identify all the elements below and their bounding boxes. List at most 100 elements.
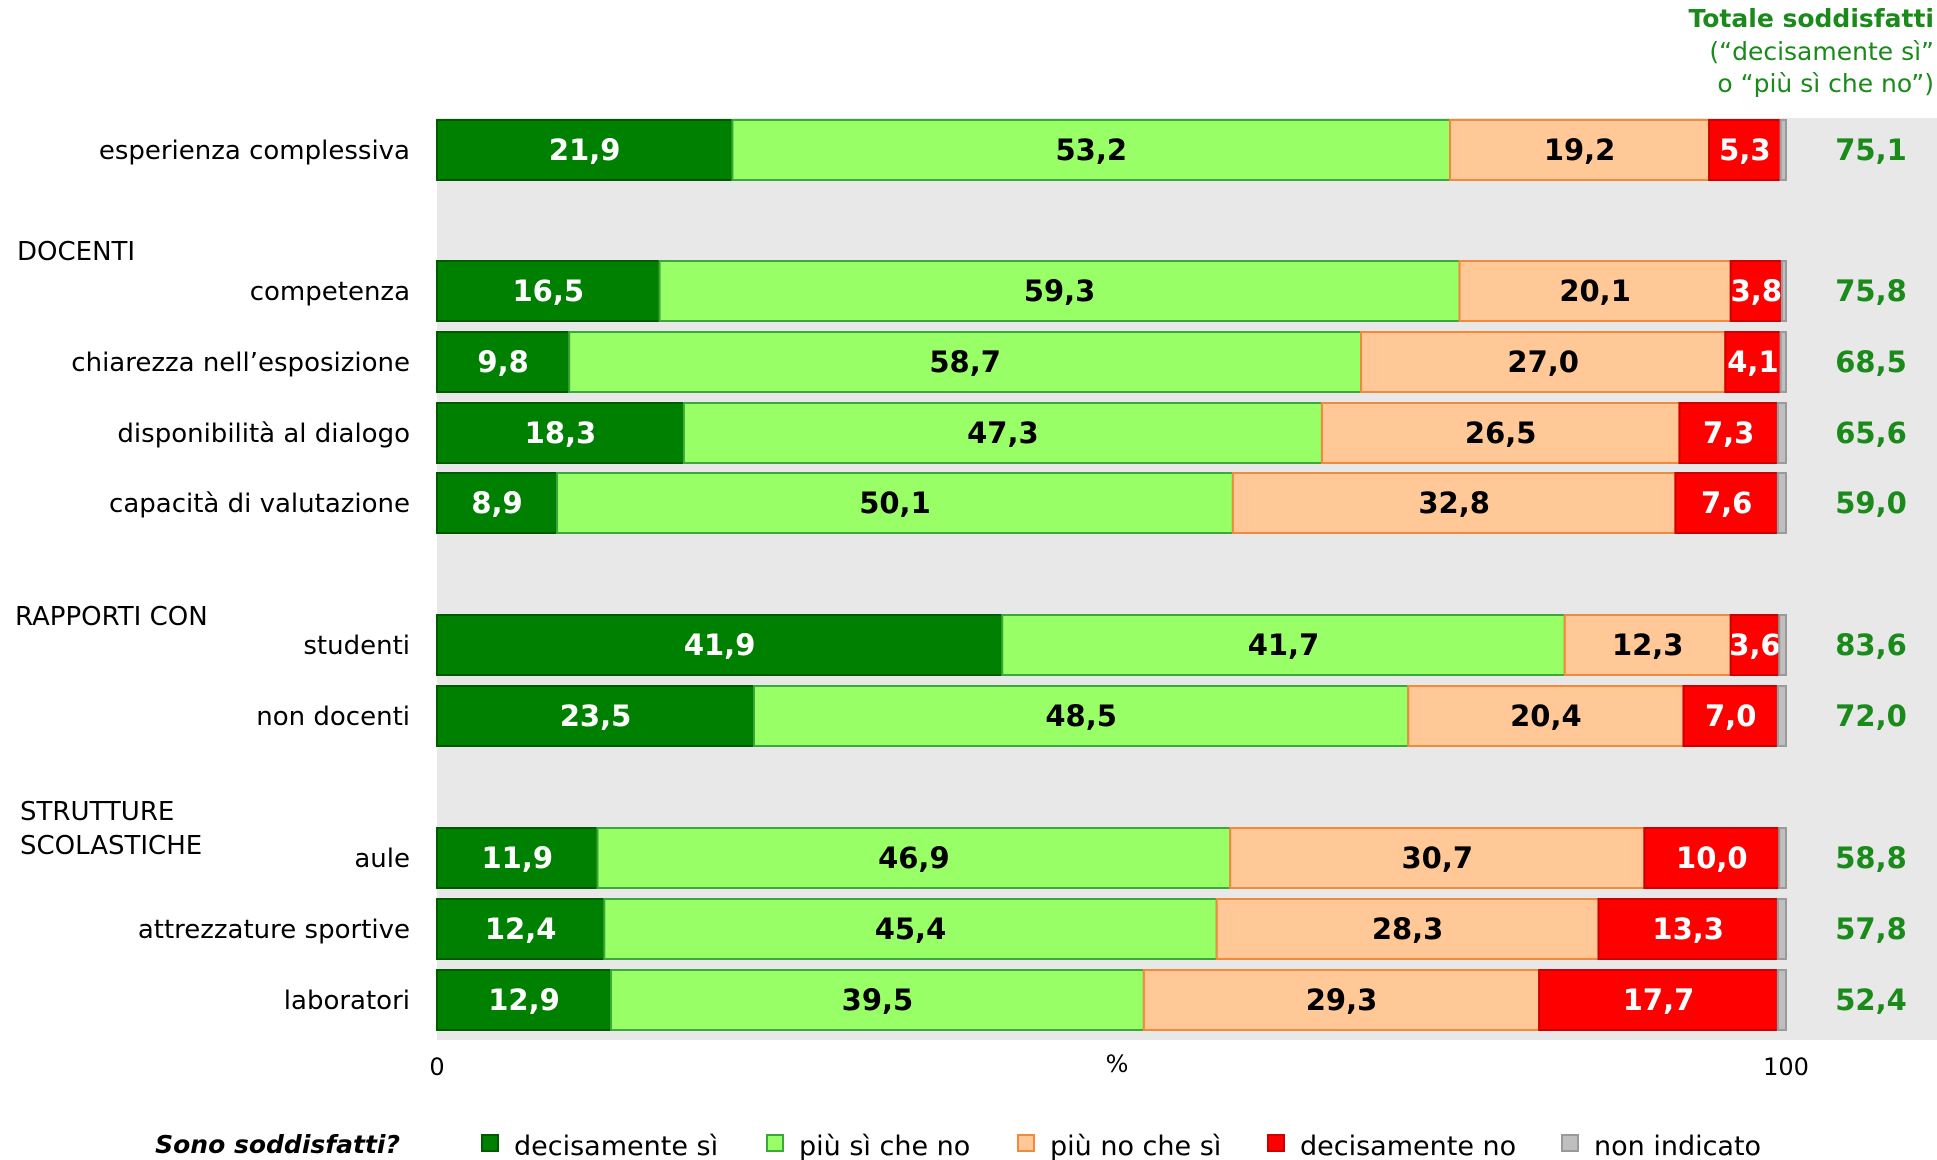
bar-segment xyxy=(596,827,1232,889)
bar-segment xyxy=(1458,260,1732,322)
bar-segment xyxy=(436,472,559,534)
totals-header-title: Totale soddisfatti xyxy=(1689,4,1934,33)
totals-header-line-3: o “più sì che no”) xyxy=(1717,69,1934,98)
data-label: 12,4 xyxy=(485,912,557,946)
category-label: competenza xyxy=(250,277,410,307)
legend-swatch xyxy=(1561,1134,1579,1152)
bar-segment xyxy=(436,260,661,322)
data-label: 27,0 xyxy=(1507,345,1579,379)
bar-row: aule STRUTTURE SCOLASTICHE 11,9 46,9 30,7 10,0… xyxy=(20,797,1907,889)
bar-row: competenza DOCENTI 16,5 59,3 20,1 3,8 75,8 xyxy=(17,237,1907,322)
data-label: 21,9 xyxy=(549,133,621,167)
data-label: 13,3 xyxy=(1652,912,1724,946)
data-label: 12,9 xyxy=(488,983,560,1017)
bar-segment xyxy=(1682,685,1779,747)
bar-segment xyxy=(1776,685,1788,747)
data-label: 28,3 xyxy=(1372,912,1444,946)
total-label: 59,0 xyxy=(1835,486,1907,520)
bar-row: studenti RAPPORTI CON 41,9 41,7 12,3 3,6 83,6 xyxy=(15,602,1907,676)
legend-item: non indicato xyxy=(1561,1131,1761,1160)
data-label: 41,7 xyxy=(1248,628,1320,662)
data-label: 39,5 xyxy=(842,983,914,1017)
data-label: 12,3 xyxy=(1612,628,1684,662)
bar-segment xyxy=(1538,969,1779,1031)
data-label: 9,8 xyxy=(477,345,528,379)
bar-row: non docenti 23,5 48,5 20,4 7,0 72,0 xyxy=(256,685,1907,747)
data-label: 3,8 xyxy=(1731,274,1782,308)
legend-label: decisamente no xyxy=(1300,1131,1516,1160)
bar-segment xyxy=(436,614,1004,676)
data-label: 17,7 xyxy=(1623,983,1695,1017)
bar-segment xyxy=(1563,614,1732,676)
data-label: 23,5 xyxy=(560,699,632,733)
data-label: 19,2 xyxy=(1544,133,1616,167)
legend-label: più sì che no xyxy=(799,1131,970,1160)
legend-title: Sono soddisfatti? xyxy=(155,1130,400,1159)
bar-segment xyxy=(1779,331,1788,393)
category-label: chiarezza nell’esposizione xyxy=(71,348,410,378)
bar-row: esperienza complessiva 21,9 53,2 19,2 5,3 75,… xyxy=(99,119,1907,181)
group-label: STRUTTURE xyxy=(20,797,174,827)
bar-segment xyxy=(658,260,1461,322)
data-label: 32,8 xyxy=(1418,486,1490,520)
bar-segment xyxy=(731,119,1452,181)
data-label: 7,6 xyxy=(1701,486,1752,520)
category-label: capacità di valutazione xyxy=(109,489,410,519)
bar-segment xyxy=(1708,119,1782,181)
data-label: 29,3 xyxy=(1306,983,1378,1017)
data-label: 18,3 xyxy=(525,416,597,450)
legend-item: più sì che no xyxy=(766,1131,970,1160)
total-label: 68,5 xyxy=(1835,345,1907,379)
legend-label: più no che sì xyxy=(1050,1131,1221,1160)
bar-row: laboratori 12,9 39,5 29,3 17,7 52,4 xyxy=(284,969,1907,1031)
bar-segment xyxy=(436,119,734,181)
data-label: 50,1 xyxy=(859,486,931,520)
category-label: laboratori xyxy=(284,986,410,1016)
total-label: 65,6 xyxy=(1835,416,1907,450)
bar-segment xyxy=(1729,260,1783,322)
bar-segment xyxy=(1776,402,1788,464)
category-label: studenti xyxy=(303,631,410,661)
bar-segment xyxy=(1231,472,1677,534)
data-label: 20,4 xyxy=(1510,699,1582,733)
bar-row: chiarezza nell’esposizione 9,8 58,7 27,0 4,1… xyxy=(71,331,1907,393)
axis-label: % xyxy=(1106,1050,1129,1078)
bar-segment xyxy=(1215,898,1600,960)
bar-segment xyxy=(436,402,685,464)
tick-label: 100 xyxy=(1763,1053,1809,1081)
legend-item: più no che sì xyxy=(1017,1131,1221,1160)
bar-segment xyxy=(1776,898,1788,960)
data-label: 16,5 xyxy=(513,274,585,308)
data-label: 7,0 xyxy=(1705,699,1756,733)
data-label: 47,3 xyxy=(967,416,1039,450)
data-label: 41,9 xyxy=(684,628,756,662)
data-label: 30,7 xyxy=(1402,841,1474,875)
bar-segment xyxy=(1449,119,1711,181)
total-label: 72,0 xyxy=(1835,699,1907,733)
legend-swatch xyxy=(1267,1134,1285,1152)
legend-swatch xyxy=(481,1134,499,1152)
category-label: disponibilità al dialogo xyxy=(117,419,410,449)
bar-segment xyxy=(1776,969,1788,1031)
data-label: 5,3 xyxy=(1719,133,1770,167)
category-label: aule xyxy=(354,844,410,874)
data-label: 48,5 xyxy=(1045,699,1117,733)
bar-segment xyxy=(753,685,1410,747)
bar-segment xyxy=(436,685,756,747)
category-label: attrezzature sportive xyxy=(138,915,410,945)
legend-swatch xyxy=(766,1134,784,1152)
legend-swatch xyxy=(1017,1134,1035,1152)
total-label: 75,1 xyxy=(1835,133,1907,167)
data-label: 11,9 xyxy=(481,841,553,875)
total-label: 83,6 xyxy=(1835,628,1907,662)
bar-row: disponibilità al dialogo 18,3 47,3 26,5 7,3 6… xyxy=(117,402,1907,464)
data-label: 45,4 xyxy=(875,912,947,946)
total-label: 57,8 xyxy=(1835,912,1907,946)
bar-segment xyxy=(436,898,606,960)
data-label: 3,6 xyxy=(1729,628,1780,662)
data-label: 26,5 xyxy=(1465,416,1537,450)
bar-segment xyxy=(436,331,571,393)
bar-segment xyxy=(1678,402,1779,464)
data-label: 7,3 xyxy=(1703,416,1754,450)
